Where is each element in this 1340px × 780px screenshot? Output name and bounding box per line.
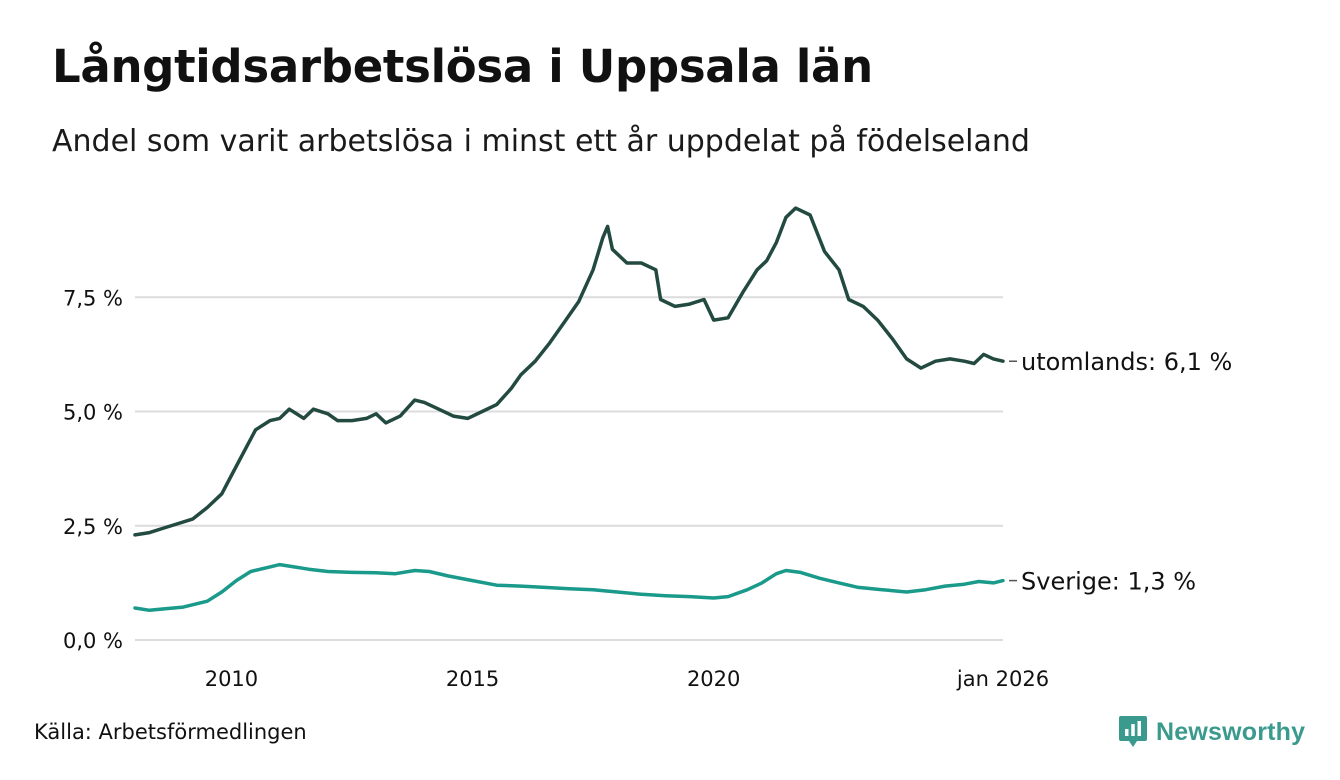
chart-title: Långtidsarbetslösa i Uppsala län bbox=[52, 40, 873, 93]
series-end-label: Sverige: 1,3 % bbox=[1021, 568, 1196, 596]
series-line-utomlands bbox=[133, 206, 1005, 537]
source-note: Källa: Arbetsförmedlingen bbox=[34, 720, 307, 744]
y-axis: 0,0 % 2,5 % 5,0 % 7,5 % bbox=[63, 286, 123, 653]
x-tick-label: jan 2026 bbox=[956, 667, 1049, 691]
series-line-sverige bbox=[133, 562, 1005, 613]
y-tick-label: 0,0 % bbox=[63, 629, 123, 653]
grid-layer bbox=[135, 296, 1003, 641]
chart-subtitle: Andel som varit arbetslösa i minst ett å… bbox=[52, 124, 1030, 159]
series-labels: utomlands: 6,1 % Sverige: 1,3 % bbox=[1009, 348, 1232, 596]
y-tick-label: 7,5 % bbox=[63, 286, 123, 310]
y-tick-label: 2,5 % bbox=[63, 515, 123, 539]
x-tick-label: 2010 bbox=[205, 667, 258, 691]
x-axis: 2010 2015 2020 jan 2026 bbox=[205, 667, 1049, 691]
series-layer bbox=[133, 206, 1005, 613]
x-tick-label: 2015 bbox=[446, 667, 499, 691]
y-tick-label: 5,0 % bbox=[63, 401, 123, 425]
brand-logo[interactable]: Newsworthy bbox=[1118, 714, 1305, 750]
series-end-label: utomlands: 6,1 % bbox=[1021, 348, 1232, 376]
newsworthy-icon bbox=[1119, 716, 1147, 747]
x-tick-label: 2020 bbox=[687, 667, 740, 691]
brand-name: Newsworthy bbox=[1156, 717, 1306, 746]
